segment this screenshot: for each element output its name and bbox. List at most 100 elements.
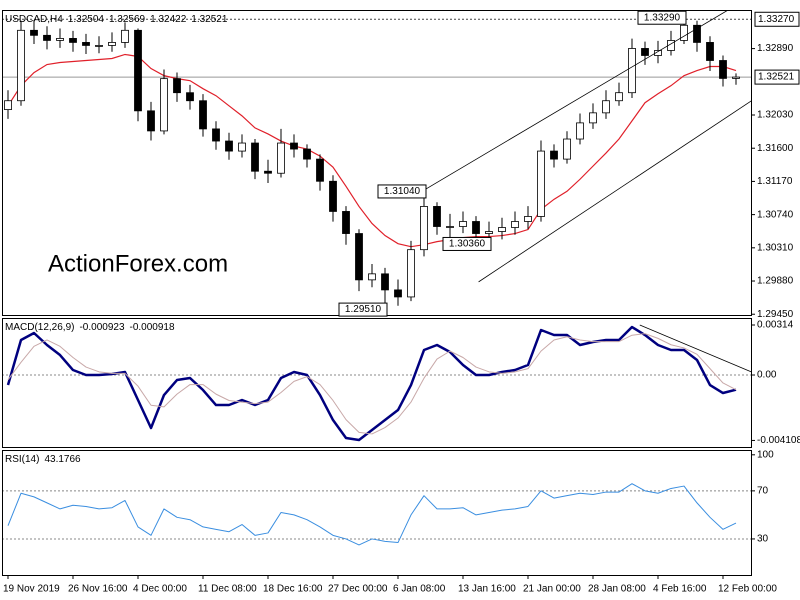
candle-body [212,128,220,142]
candle-body [303,148,311,160]
annotation-label: 1.33290 [644,12,681,23]
panel-plot [2,483,752,546]
candle-body [654,50,662,56]
panel-frame [2,450,752,576]
y-tick-label: 100 [757,449,774,460]
candle-body [602,100,610,114]
candle-body [524,216,532,222]
annotation-box [377,184,427,199]
candle-body [719,60,727,79]
candle-body [680,24,688,41]
candle-body [368,273,376,281]
candle-body [472,221,480,234]
x-tick-label: 19 Nov 2019 [3,584,60,595]
candle-body [563,138,571,160]
y-tick-label: 30 [757,534,769,545]
candle-body [329,180,337,212]
x-tick-label: 11 Dec 08:00 [198,584,257,595]
panel-plot [2,10,752,310]
y-tick-label: 70 [757,486,769,497]
bid-label-box [754,69,800,85]
header-close: 1.32521 [191,14,228,25]
candle-body [394,289,402,298]
annotation-label: 1.31040 [384,186,421,197]
candle-body [147,110,155,132]
y-tick-label: 1.30740 [757,209,794,220]
y-tick-label: 1.29880 [757,276,794,287]
candle-body [69,38,77,43]
header-value: -0.000918 [130,322,175,333]
candle-body [108,42,116,46]
indicator-line [7,483,737,546]
annotation-label: 1.29510 [345,304,382,315]
x-tick-label: 12 Feb 00:00 [718,584,777,595]
candle-body [173,78,181,94]
candle-body [615,92,623,102]
y-tick-label: 1.31170 [757,176,793,187]
header-value: 43.1766 [44,454,81,465]
y-tick-label: 1.32890 [757,43,794,54]
x-tick-label: 26 Nov 16:00 [68,584,128,595]
candle-body [290,142,298,150]
candle-body [446,226,454,228]
candle-body [225,140,233,152]
candle-body [355,233,363,281]
candle-body [30,29,38,36]
moving-average [7,53,737,248]
panel-header: RSI(14) 43.1766 [5,454,81,465]
candle-body [511,221,519,228]
candle-body [43,34,51,41]
trend-line [639,324,752,373]
candle-body [186,92,194,102]
price-label: 1.33270 [758,14,795,25]
panel-title: RSI(14) [5,454,39,465]
x-tick-label: 27 Dec 00:00 [328,584,388,595]
x-tick-label: 28 Jan 08:00 [588,584,646,595]
candle-body [667,40,675,51]
candle-body [693,24,701,43]
header-high: 1.32569 [109,14,146,25]
candle-body [641,48,649,56]
panel-frame [2,318,752,448]
candle-body [550,150,558,160]
candle-body [4,100,12,111]
y-tick-label: 0.00 [757,370,777,381]
y-tick-label: -0.004108 [757,435,800,446]
candle-body [238,142,246,152]
candle-body [95,45,103,47]
trend-line [421,10,729,192]
x-tick-label: 4 Feb 16:00 [653,584,707,595]
indicator-line [6,325,737,442]
x-tick-label: 18 Dec 16:00 [263,584,323,595]
header-open: 1.32504 [68,14,105,25]
y-tick-label: 0.00314 [757,320,794,331]
candle-body [433,206,441,227]
indicator-line [7,333,737,435]
candle-body [134,29,142,112]
price-label-box [754,11,800,27]
panel-header: USDCAD,H4 1.32504 1.32569 1.32422 1.32521 [5,14,228,25]
candle-body [121,29,129,43]
panel-title: USDCAD,H4 [5,14,63,25]
candle-body [732,76,740,79]
annotation-box [442,236,492,251]
candle-body [706,42,714,61]
candle-body [628,48,636,94]
candle-body [199,100,207,130]
candle-body [381,273,389,291]
candle-body [316,158,324,182]
bid-label: 1.32521 [758,72,795,83]
candle-body [407,249,415,298]
annotation-box [338,302,388,317]
annotation-box [637,10,687,25]
candle-body [251,142,259,172]
candle-body [277,142,285,174]
candle-body [264,170,272,174]
header-value: -0.000923 [79,322,124,333]
candle-body [576,122,584,140]
candle-body [342,211,350,234]
x-tick-label: 6 Jan 08:00 [393,584,446,595]
candle-body [420,206,428,251]
